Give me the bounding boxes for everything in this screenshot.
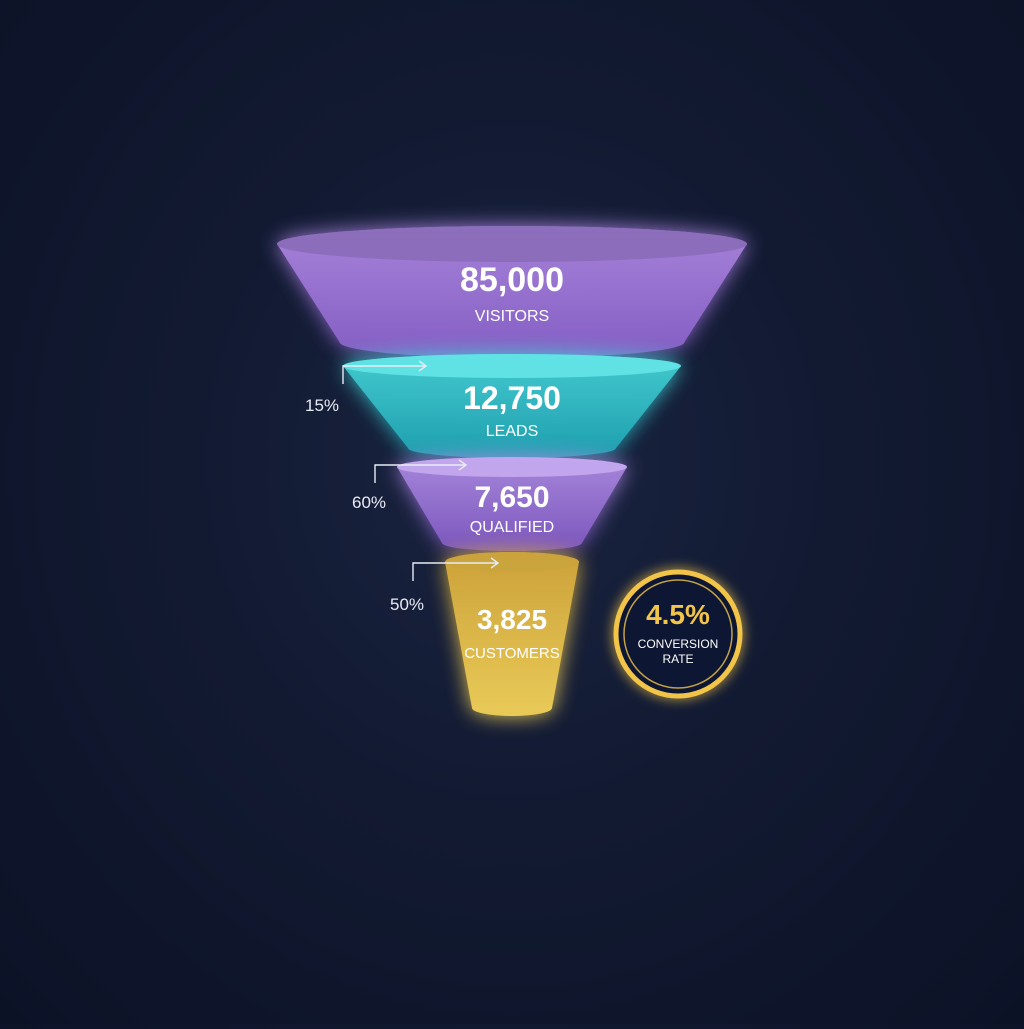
step-rate-visitors-to-leads: 15% xyxy=(305,360,428,415)
conversion-rate-badge: 4.5% CONVERSION RATE xyxy=(613,569,743,699)
conversion-rate-label-line2: RATE xyxy=(662,652,693,666)
funnel-stage-leads-label: LEADS xyxy=(486,423,538,440)
funnel-stage-customers-shape xyxy=(445,552,579,716)
step-rate-label: 60% xyxy=(352,493,386,512)
funnel-stage-leads-rim xyxy=(343,354,681,378)
conversion-rate-value: 4.5% xyxy=(646,599,710,630)
conversion-rate-label-line1: CONVERSION xyxy=(638,637,719,651)
funnel-stage-visitors: 85,000 VISITORS xyxy=(277,226,747,358)
funnel-stage-qualified-rim xyxy=(397,457,627,477)
funnel-stage-qualified-label: QUALIFIED xyxy=(470,519,554,536)
funnel-stage-customers: 3,825 CUSTOMERS xyxy=(445,552,579,716)
funnel-stage-customers-value: 3,825 xyxy=(477,604,547,635)
funnel-stage-visitors-rim xyxy=(277,226,747,262)
funnel-stage-qualified-shape xyxy=(397,457,627,551)
step-arrow-icon xyxy=(374,459,468,483)
step-rate-leads-to-qualified: 60% xyxy=(352,459,468,512)
step-rate-qualified-to-customers: 50% xyxy=(390,557,500,614)
funnel-stage-customers-label: CUSTOMERS xyxy=(464,645,560,662)
step-rate-label: 50% xyxy=(390,595,424,614)
conversion-rate-ring xyxy=(613,569,743,699)
funnel-stage-visitors-label: VISITORS xyxy=(475,308,549,325)
step-arrow-icon xyxy=(342,360,428,384)
step-rate-label: 15% xyxy=(305,396,339,415)
funnel-stage-leads-value: 12,750 xyxy=(463,380,561,416)
step-arrow-icon xyxy=(412,557,500,581)
funnel-stage-qualified-value: 7,650 xyxy=(474,481,549,514)
funnel-stage-customers-rim xyxy=(445,552,579,572)
funnel-stage-visitors-value: 85,000 xyxy=(460,261,564,299)
funnel-stage-leads-shape xyxy=(343,354,681,458)
funnel-stage-qualified: 7,650 QUALIFIED xyxy=(397,457,627,551)
funnel-stage-leads: 12,750 LEADS xyxy=(343,354,681,458)
conversion-rate-inner-ring xyxy=(623,579,733,689)
